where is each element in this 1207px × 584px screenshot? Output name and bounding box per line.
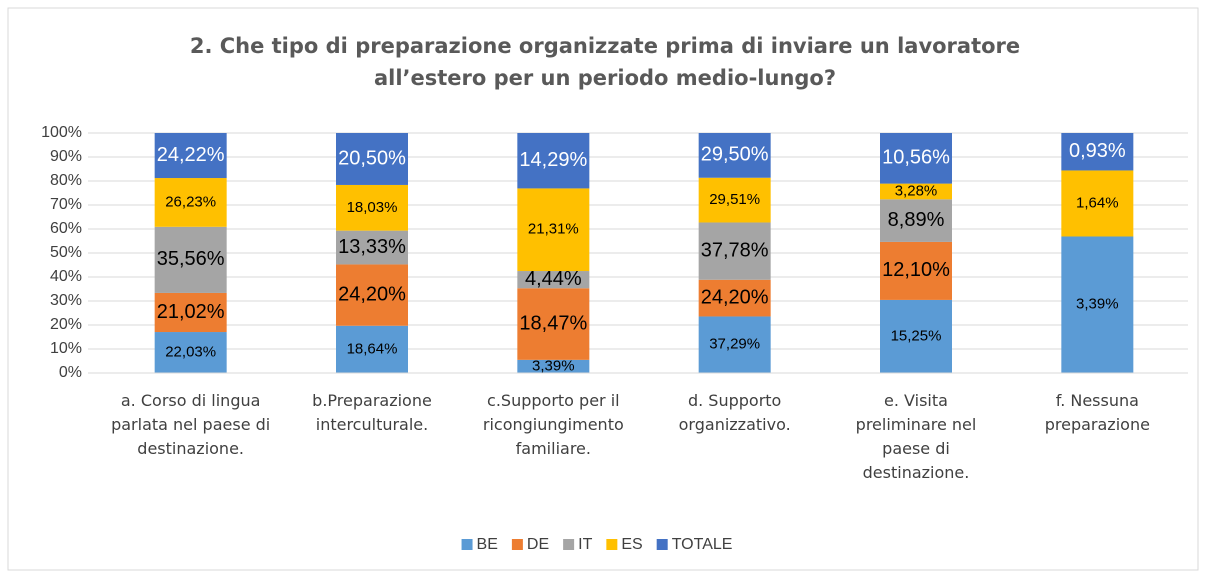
x-label-box: c.Supporto per il ricongiungimento famil… — [482, 391, 624, 458]
bar-segment — [336, 133, 408, 185]
y-tick-label: 90% — [50, 148, 82, 165]
bar-segment — [517, 288, 590, 360]
bar-segment — [154, 133, 227, 179]
data-label: 18,47% — [519, 312, 587, 334]
x-label-box: f. Nessuna preparazione — [1044, 391, 1150, 434]
legend-swatch — [656, 539, 668, 550]
data-label: 0,93% — [1069, 140, 1126, 162]
bar-segment — [517, 359, 590, 373]
y-tick-label: 20% — [50, 316, 82, 333]
legend-item: IT — [563, 536, 593, 553]
bar-segment — [517, 271, 590, 289]
data-label: 26,23% — [165, 193, 216, 210]
x-label-box: a. Corso di lingua parlata nel paese di … — [111, 391, 271, 458]
data-label: 29,51% — [709, 191, 760, 208]
data-label: 15,25% — [891, 327, 942, 344]
data-label: 20,50% — [338, 147, 406, 169]
data-label: 35,56% — [157, 248, 225, 270]
data-label: 22,03% — [165, 343, 216, 360]
data-label: 37,29% — [709, 336, 760, 353]
data-label: 18,03% — [347, 199, 398, 216]
bar-segment — [698, 133, 771, 178]
bar-segment — [336, 264, 408, 326]
x-label-box: b.Preparazione interculturale. — [312, 391, 432, 434]
data-label: 3,28% — [895, 182, 938, 199]
x-tick-label: b.Preparazione interculturale. — [312, 391, 432, 434]
data-label: 4,44% — [525, 268, 582, 290]
x-label-box: d. Supporto organizzativo. — [678, 391, 791, 434]
y-tick-label: 50% — [50, 244, 82, 261]
legend-label: TOTALE — [672, 536, 733, 553]
y-tick-label: 0% — [59, 364, 82, 381]
x-tick-label: f. Nessuna preparazione — [1044, 391, 1150, 434]
y-tick-label: 10% — [50, 340, 82, 357]
y-tick-label: 60% — [50, 220, 82, 237]
y-tick-label: 30% — [50, 292, 82, 309]
title-box: 2. Che tipo di preparazione organizzate … — [189, 34, 1021, 90]
data-label: 8,89% — [888, 209, 945, 231]
bar-segment — [880, 241, 952, 300]
bar-segment — [880, 299, 952, 373]
bar-segment — [880, 183, 952, 200]
bar-segment — [1061, 170, 1134, 237]
bar-segment — [698, 177, 771, 223]
data-label: 24,20% — [338, 283, 406, 305]
data-label: 24,20% — [701, 286, 769, 308]
y-tick-label: 100% — [41, 124, 82, 141]
data-label: 14,29% — [519, 149, 587, 171]
data-label: 24,22% — [157, 144, 225, 166]
bar-segment — [698, 316, 771, 373]
data-label: 37,78% — [701, 239, 769, 261]
y-tick-label: 70% — [50, 196, 82, 213]
bar-segment — [880, 199, 952, 242]
data-label: 12,10% — [882, 259, 950, 281]
legend-item: TOTALE — [656, 536, 733, 553]
legend-item: DE — [511, 536, 549, 553]
bar-segment — [336, 230, 408, 265]
bar-segment — [1061, 133, 1134, 171]
bar-segment — [517, 188, 590, 272]
bar-segment — [154, 332, 227, 373]
data-label: 13,33% — [338, 236, 406, 258]
bar-segment — [517, 133, 590, 189]
x-tick-label: c.Supporto per il ricongiungimento famil… — [482, 391, 624, 458]
data-label: 1,64% — [1076, 194, 1119, 211]
legend-swatch — [606, 539, 618, 550]
bar-segment — [1061, 236, 1134, 373]
legend-swatch — [563, 539, 575, 550]
legend-item: BE — [461, 536, 498, 553]
legend-label: ES — [621, 536, 642, 553]
legend-swatch — [461, 539, 473, 550]
legend-label: BE — [477, 536, 498, 553]
y-tick-label: 40% — [50, 268, 82, 285]
data-label: 3,39% — [532, 357, 575, 374]
bar-segment — [154, 226, 227, 293]
x-tick-label: e. Visita preliminare nel paese di desti… — [855, 391, 977, 482]
bar-segment — [698, 222, 771, 280]
bar-segment — [336, 184, 408, 231]
data-label: 3,39% — [1076, 296, 1119, 313]
legend-swatch — [511, 539, 523, 550]
bar-segment — [880, 133, 952, 184]
legend-item: ES — [606, 536, 643, 553]
bar-segment — [154, 178, 227, 227]
x-tick-label: d. Supporto organizzativo. — [678, 391, 791, 434]
data-label: 29,50% — [701, 144, 769, 166]
legend-label: IT — [578, 536, 592, 553]
bar-segment — [154, 292, 227, 333]
data-label: 10,56% — [882, 147, 950, 169]
bar-segment — [698, 279, 771, 317]
data-label: 21,02% — [157, 301, 225, 323]
chart-title: 2. Che tipo di preparazione organizzate … — [189, 34, 1021, 90]
y-tick-label: 80% — [50, 172, 82, 189]
bar-segment — [336, 325, 408, 373]
data-label: 18,64% — [347, 340, 398, 357]
data-label: 21,31% — [528, 221, 579, 238]
x-tick-label: a. Corso di lingua parlata nel paese di … — [111, 391, 271, 458]
x-label-box: e. Visita preliminare nel paese di desti… — [855, 391, 977, 482]
legend-label: DE — [527, 536, 549, 553]
